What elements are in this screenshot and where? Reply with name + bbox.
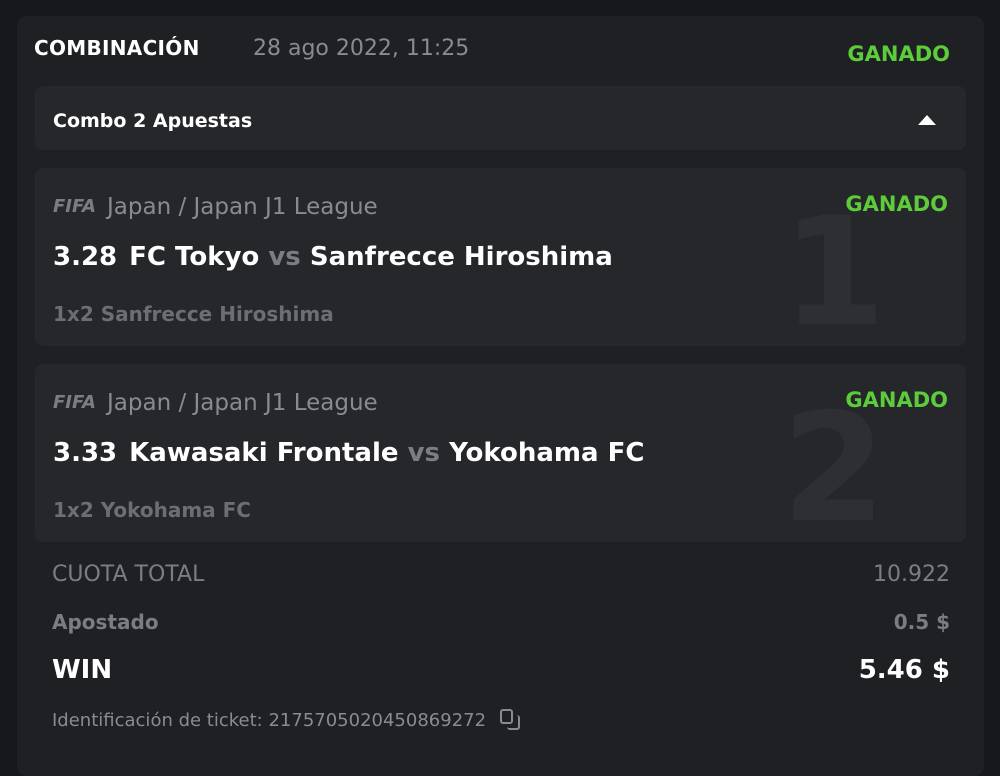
vs-label: vs (268, 242, 301, 272)
total-odds-row: CUOTA TOTAL 10.922 (52, 562, 950, 587)
combo-toggle[interactable]: Combo 2 Apuestas (35, 86, 966, 150)
caret-up-icon[interactable] (918, 115, 936, 125)
staked-value: 0.5 $ (893, 610, 950, 634)
leg-index: 1 (781, 186, 886, 346)
match-line: 3.28 FC Tokyo vs Sanfrecce Hiroshima (53, 242, 613, 272)
total-odds-value: 10.922 (873, 562, 950, 587)
league-name: Japan / Japan J1 League (107, 194, 378, 220)
leg-odds: 3.28 (53, 242, 118, 272)
leg-status-badge: GANADO (845, 192, 948, 216)
fifa-logo-icon: FIFA (53, 196, 96, 217)
away-team: Yokohama FC (449, 438, 645, 468)
match-line: 3.33 Kawasaki Frontale vs Yokohama FC (53, 438, 644, 468)
home-team: Kawasaki Frontale (129, 438, 399, 468)
leg-pick: 1x2 Yokohama FC (53, 498, 251, 522)
leg-status-badge: GANADO (845, 388, 948, 412)
league-name: Japan / Japan J1 League (107, 390, 378, 416)
total-odds-label: CUOTA TOTAL (52, 562, 205, 587)
bet-status-badge: GANADO (847, 42, 950, 66)
staked-label: Apostado (52, 610, 159, 634)
home-team: FC Tokyo (129, 242, 260, 272)
bet-date: 28 ago 2022, 11:25 (253, 36, 470, 61)
ticket-id-text: Identificación de ticket: 21757050204508… (52, 709, 487, 731)
ticket-id: Identificación de ticket: 21757050204508… (52, 709, 522, 731)
bet-type-title: COMBINACIÓN (34, 36, 200, 60)
combo-label: Combo 2 Apuestas (53, 110, 253, 132)
leg-pick: 1x2 Sanfrecce Hiroshima (53, 302, 334, 326)
staked-row: Apostado 0.5 $ (52, 610, 950, 634)
leg-odds: 3.33 (53, 438, 118, 468)
vs-label: vs (407, 438, 440, 468)
leg-index: 2 (781, 382, 886, 542)
away-team: Sanfrecce Hiroshima (309, 242, 613, 272)
copy-icon[interactable] (500, 709, 522, 731)
leg-card: 1 FIFA Japan / Japan J1 League GANADO 3.… (35, 168, 966, 346)
fifa-logo-icon: FIFA (53, 392, 96, 413)
win-value: 5.46 $ (858, 655, 950, 685)
win-label: WIN (52, 655, 113, 685)
win-row: WIN 5.46 $ (52, 655, 950, 685)
leg-card: 2 FIFA Japan / Japan J1 League GANADO 3.… (35, 364, 966, 542)
